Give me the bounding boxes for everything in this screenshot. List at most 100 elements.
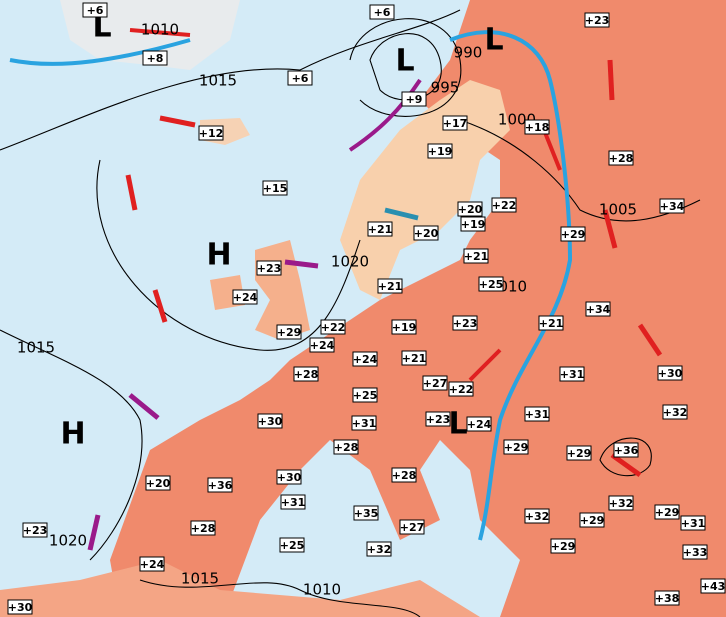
temperature-label: +33 [683, 546, 708, 559]
temperature-box [413, 225, 439, 241]
isobar-label: 1005 [599, 201, 637, 219]
temperature-label: +29 [561, 228, 586, 241]
temperature-label: +31 [352, 417, 377, 430]
temperature-box [613, 442, 639, 458]
temperature-label: +15 [263, 182, 288, 195]
temperature-label: +30 [277, 471, 302, 484]
pressure-center: H [206, 238, 231, 273]
pressure-center: H [60, 417, 85, 452]
temperature-box [452, 315, 478, 331]
temperature-box [82, 2, 108, 18]
temperature-box [401, 350, 427, 366]
temperature-label: +29 [580, 514, 605, 527]
temperature-box [608, 495, 634, 511]
temperature-label: +24 [353, 353, 378, 366]
temperature-label: +29 [567, 447, 592, 460]
temperature-box [566, 445, 592, 461]
temperature-box [279, 537, 305, 553]
temperature-label: +28 [392, 469, 417, 482]
temperature-label: +20 [146, 477, 171, 490]
temperature-box [700, 578, 726, 594]
temperature-box [503, 439, 529, 455]
temperature-box [262, 180, 288, 196]
temperature-label: +43 [701, 580, 726, 593]
temperature-label: +28 [191, 522, 216, 535]
temperature-label: +29 [551, 540, 576, 553]
temperature-label: +22 [492, 199, 517, 212]
temperature-box [369, 4, 395, 20]
temperature-box [391, 467, 417, 483]
temperature-box [401, 91, 427, 107]
temperature-label: +30 [8, 601, 33, 614]
temperature-box [276, 324, 302, 340]
pressure-center: L [395, 44, 414, 79]
temperature-label: +6 [87, 4, 104, 17]
temperature-box [309, 337, 335, 353]
temperature-label: +31 [560, 368, 585, 381]
temperature-box [207, 477, 233, 493]
temperature-label: +27 [423, 377, 448, 390]
temperature-box [422, 375, 448, 391]
temperature-label: +24 [233, 291, 258, 304]
temperature-box [198, 125, 224, 141]
isobar-label: 990 [454, 44, 483, 62]
temperature-label: +29 [277, 326, 302, 339]
temperature-label: +21 [539, 317, 564, 330]
temperature-box [145, 475, 171, 491]
temperature-box [399, 519, 425, 535]
temperature-box [139, 556, 165, 572]
temperature-box [352, 387, 378, 403]
temperature-box [657, 365, 683, 381]
temperature-box [353, 505, 379, 521]
temperature-label: +23 [257, 262, 282, 275]
temperature-label: +23 [453, 317, 478, 330]
temperature-box [466, 416, 492, 432]
temperature-box [491, 197, 517, 213]
temperature-label: +21 [402, 352, 427, 365]
temperature-box [579, 512, 605, 528]
temperature-label: +31 [681, 517, 706, 530]
africa-land [0, 560, 480, 617]
temperature-label: +23 [23, 524, 48, 537]
temperature-box [478, 276, 504, 292]
temperature-label: +32 [663, 406, 688, 419]
temperature-label: +32 [367, 543, 392, 556]
temperature-label: +34 [660, 200, 685, 213]
temperature-box [559, 366, 585, 382]
temperature-label: +24 [467, 418, 492, 431]
temperature-label: +29 [504, 441, 529, 454]
temperature-box [377, 278, 403, 294]
temperature-label: +19 [428, 145, 453, 158]
temperature-box [524, 119, 550, 135]
temperature-box [524, 508, 550, 524]
temperature-box [427, 143, 453, 159]
temperature-label: +23 [426, 413, 451, 426]
temperature-box [463, 248, 489, 264]
pressure-center: L [448, 407, 467, 442]
temperature-box [608, 150, 634, 166]
temperature-box [142, 50, 168, 66]
temperature-box [190, 520, 216, 536]
temperature-label: +25 [353, 389, 378, 402]
wind-arrows [87, 59, 663, 551]
temperature-box [442, 115, 468, 131]
temperature-label: +12 [199, 127, 224, 140]
temperature-label: +32 [525, 510, 550, 523]
temperature-label: +19 [392, 321, 417, 334]
temperature-label: +29 [655, 506, 680, 519]
temperature-box [654, 590, 680, 606]
temperature-box [333, 439, 359, 455]
temperature-box [351, 415, 377, 431]
temperature-label: +22 [321, 321, 346, 334]
temperature-label: +38 [655, 592, 680, 605]
isobar-label: 1010 [141, 21, 179, 39]
isobar-label: 995 [431, 79, 460, 97]
fronts [9, 28, 573, 541]
temperature-label: +24 [140, 558, 165, 571]
isobar-label: 1020 [331, 253, 369, 271]
temperature-box [257, 413, 283, 429]
temperature-label: +27 [400, 521, 425, 534]
temperature-label: +23 [585, 14, 610, 27]
temperature-box [560, 226, 586, 242]
